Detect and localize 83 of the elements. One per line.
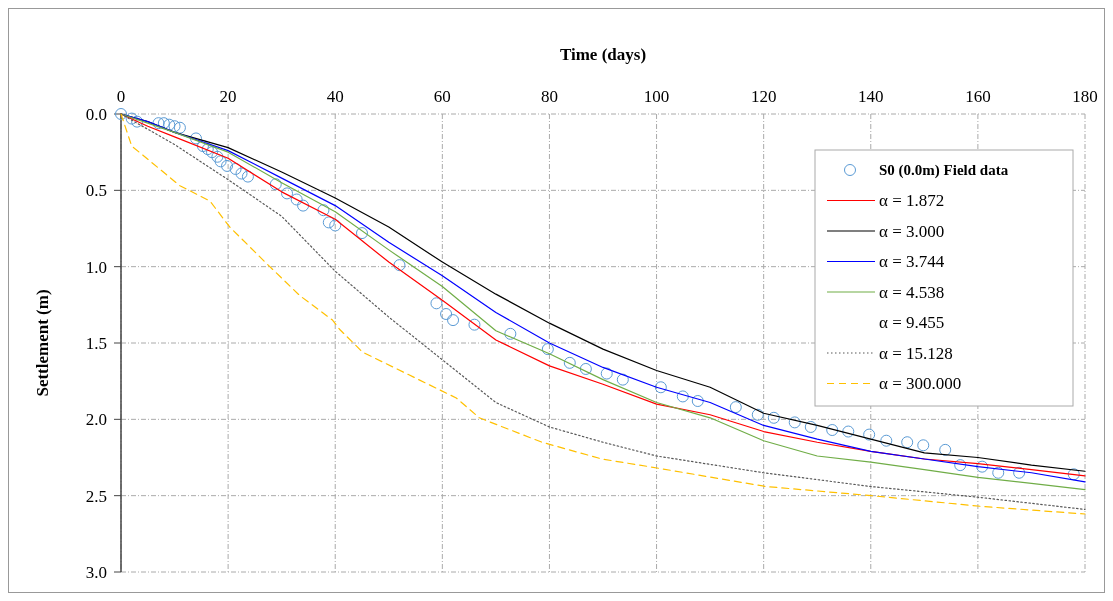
- point: [173, 121, 186, 134]
- point: [600, 367, 613, 380]
- legend-label: α = 3.000: [879, 221, 945, 241]
- point: [269, 178, 282, 191]
- point: [241, 170, 254, 183]
- y-tick-label: 0.0: [85, 104, 107, 124]
- point: [880, 434, 893, 447]
- point: [863, 428, 876, 441]
- x-tick-label: 80: [540, 87, 558, 106]
- point: [317, 204, 330, 217]
- y-tick-label: 1.0: [85, 257, 107, 277]
- point: [939, 443, 952, 456]
- point: [504, 327, 517, 340]
- point: [235, 167, 248, 180]
- point: [214, 155, 227, 168]
- point: [221, 159, 234, 172]
- point: [157, 117, 170, 130]
- y-tick-label: 1.5: [85, 333, 107, 353]
- point: [229, 162, 242, 175]
- point: [329, 219, 342, 232]
- point: [616, 373, 629, 386]
- point: [201, 143, 214, 156]
- point: [826, 424, 839, 437]
- point: [196, 140, 209, 153]
- point: [788, 416, 801, 429]
- point: [297, 199, 310, 212]
- x-tick-label: 180: [1072, 87, 1098, 106]
- legend-label: α = 15.128: [879, 343, 953, 363]
- point: [541, 343, 554, 356]
- point: [211, 150, 224, 163]
- legend-label: α = 300.000: [879, 374, 962, 394]
- point: [751, 408, 764, 421]
- point: [440, 307, 453, 320]
- point: [189, 132, 202, 145]
- point: [281, 187, 294, 200]
- x-tick-label: 40: [326, 87, 344, 106]
- x-tick-label: 60: [433, 87, 451, 106]
- point: [131, 115, 144, 128]
- legend-label: S0 (0.0m) Field data: [879, 162, 1009, 180]
- point: [1067, 468, 1080, 481]
- point: [393, 259, 406, 272]
- point: [954, 459, 967, 472]
- point: [1013, 466, 1026, 479]
- legend-label: α = 4.538: [879, 282, 945, 302]
- y-axis-title: Settlement (m): [33, 289, 52, 397]
- point: [168, 120, 181, 133]
- point: [976, 460, 989, 473]
- point: [579, 362, 592, 375]
- point: [917, 439, 930, 452]
- point: [290, 193, 303, 206]
- x-tick-label: 120: [750, 87, 777, 106]
- x-tick-label: 100: [643, 87, 670, 106]
- y-tick-label: 3.0: [85, 562, 107, 582]
- point: [152, 117, 165, 130]
- x-tick-label: 20: [219, 87, 237, 106]
- point: [322, 216, 335, 229]
- x-axis-title: Time (days): [559, 45, 647, 64]
- y-tick-label: 2.5: [85, 486, 107, 506]
- point: [842, 425, 855, 438]
- point: [206, 146, 219, 159]
- point: [163, 118, 176, 131]
- legend-label: α = 1.872: [879, 191, 945, 211]
- point: [901, 436, 914, 449]
- x-tick-label: 160: [965, 87, 991, 106]
- point: [804, 420, 817, 433]
- point: [767, 411, 780, 424]
- text: α = 9.455: [879, 313, 945, 333]
- point: [447, 314, 460, 327]
- y-tick-label: 2.0: [85, 410, 107, 430]
- point: [356, 227, 368, 240]
- point: [468, 318, 481, 331]
- legend-label: α = 3.744: [879, 252, 945, 272]
- y-tick-label: 0.5: [85, 181, 107, 201]
- point: [430, 297, 443, 310]
- point: [563, 356, 576, 369]
- x-tick-label: 0: [116, 87, 126, 106]
- point: [676, 390, 689, 403]
- x-tick-label: 140: [858, 87, 884, 106]
- point: [729, 401, 742, 414]
- point: [691, 395, 704, 408]
- point: [992, 466, 1005, 479]
- point: [125, 112, 138, 125]
- point: [654, 381, 667, 394]
